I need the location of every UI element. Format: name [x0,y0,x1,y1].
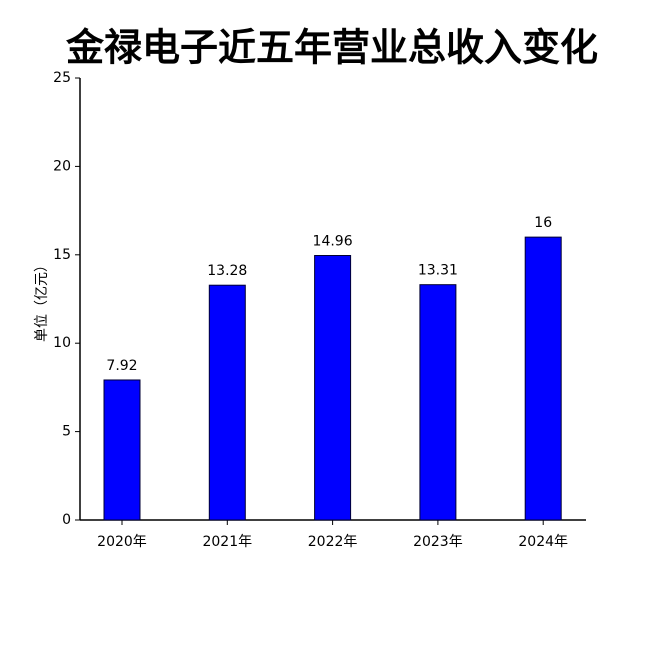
chart-title: 金禄电子近五年营业总收入变化 [65,26,598,70]
value-label: 7.92 [106,358,137,374]
value-label: 13.31 [418,263,458,279]
x-tick-label: 2021年 [202,534,252,550]
value-label: 14.96 [313,234,353,250]
x-tick-label: 2020年 [97,534,147,550]
bar [419,284,457,521]
bar [314,255,352,521]
y-tick-label: 10 [53,335,71,351]
value-label: 13.28 [207,263,247,279]
bar [103,379,141,521]
x-tick-label: 2022年 [308,534,358,550]
x-tick-label: 2023年 [413,534,463,550]
y-tick-label: 20 [53,158,71,174]
value-label: 16 [534,215,552,231]
bar [208,284,246,521]
y-tick-label: 15 [53,247,71,263]
y-tick-label: 0 [62,512,71,528]
y-tick-label: 25 [53,70,71,86]
bar [524,236,562,521]
x-tick-label: 2024年 [518,534,568,550]
y-tick-label: 5 [62,424,71,440]
y-axis-label: 单位（亿元） [34,258,50,342]
